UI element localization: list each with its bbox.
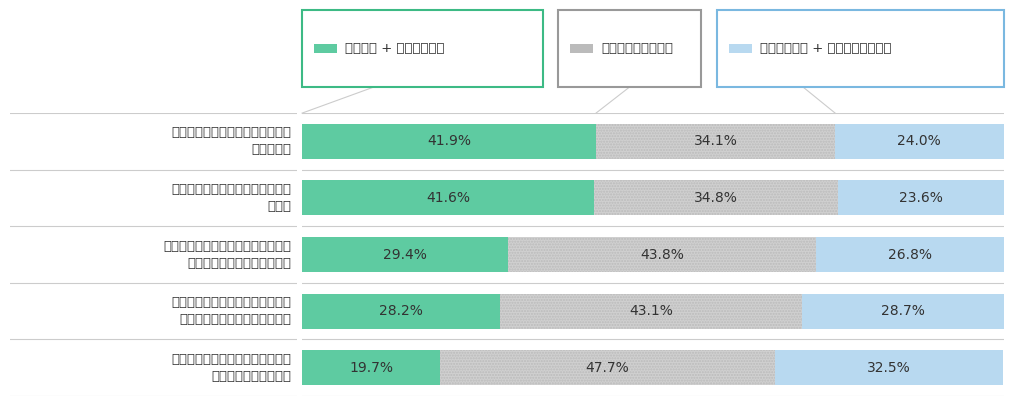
Bar [302, 294, 500, 328]
Text: そう思わない + ややそう思わない: そう思わない + ややそう思わない [760, 42, 891, 55]
Text: 43.1%: 43.1% [629, 304, 673, 318]
Bar [596, 124, 836, 159]
Text: そう思う + ややそう思う: そう思う + ややそう思う [345, 42, 444, 55]
Text: 仕事を選ぶ場合には、新型コロナ
の感染リスク等を考慮して選ぶ: 仕事を選ぶ場合には、新型コロナ の感染リスク等を考慮して選ぶ [171, 296, 291, 326]
Text: 以前に比べ、仕事の選択肢が減っ
たと感じる: 以前に比べ、仕事の選択肢が減っ たと感じる [171, 126, 291, 156]
Text: 43.8%: 43.8% [640, 248, 684, 261]
Bar [802, 294, 1004, 328]
Text: 28.7%: 28.7% [881, 304, 925, 318]
Text: 41.6%: 41.6% [426, 191, 470, 205]
Bar [440, 350, 775, 385]
Text: 以前に比べ、仕事探しが難しいと
感じる: 以前に比べ、仕事探しが難しいと 感じる [171, 183, 291, 213]
Text: 47.7%: 47.7% [586, 361, 630, 375]
Bar [594, 181, 838, 215]
Bar [508, 237, 815, 272]
Bar [596, 124, 836, 159]
Bar [775, 350, 1002, 385]
Text: 24.0%: 24.0% [897, 135, 941, 148]
Bar [302, 350, 440, 385]
Bar [508, 237, 815, 272]
Bar [836, 124, 1004, 159]
Text: 26.8%: 26.8% [888, 248, 932, 261]
Bar [815, 237, 1004, 272]
Text: 以前に比べ、学業と仕事の両立が
難しくなったと感じる: 以前に比べ、学業と仕事の両立が 難しくなったと感じる [171, 353, 291, 383]
Text: 23.6%: 23.6% [899, 191, 943, 205]
Text: 41.9%: 41.9% [427, 135, 471, 148]
Text: 34.8%: 34.8% [694, 191, 738, 205]
Text: 以前に比べ、自分の将来やキャリア
の見通しが立たないと感じる: 以前に比べ、自分の将来やキャリア の見通しが立たないと感じる [163, 240, 291, 269]
Text: 32.5%: 32.5% [867, 361, 910, 375]
Bar [500, 294, 802, 328]
Text: 34.1%: 34.1% [693, 135, 737, 148]
Text: 19.7%: 19.7% [349, 361, 393, 375]
Bar [440, 350, 775, 385]
Bar [500, 294, 802, 328]
Text: どちらともいえない: どちらともいえない [601, 42, 673, 55]
Text: 28.2%: 28.2% [379, 304, 423, 318]
Bar [838, 181, 1004, 215]
Text: 29.4%: 29.4% [383, 248, 427, 261]
Bar [302, 181, 594, 215]
Bar [594, 181, 838, 215]
Bar [302, 124, 596, 159]
Bar [302, 237, 508, 272]
